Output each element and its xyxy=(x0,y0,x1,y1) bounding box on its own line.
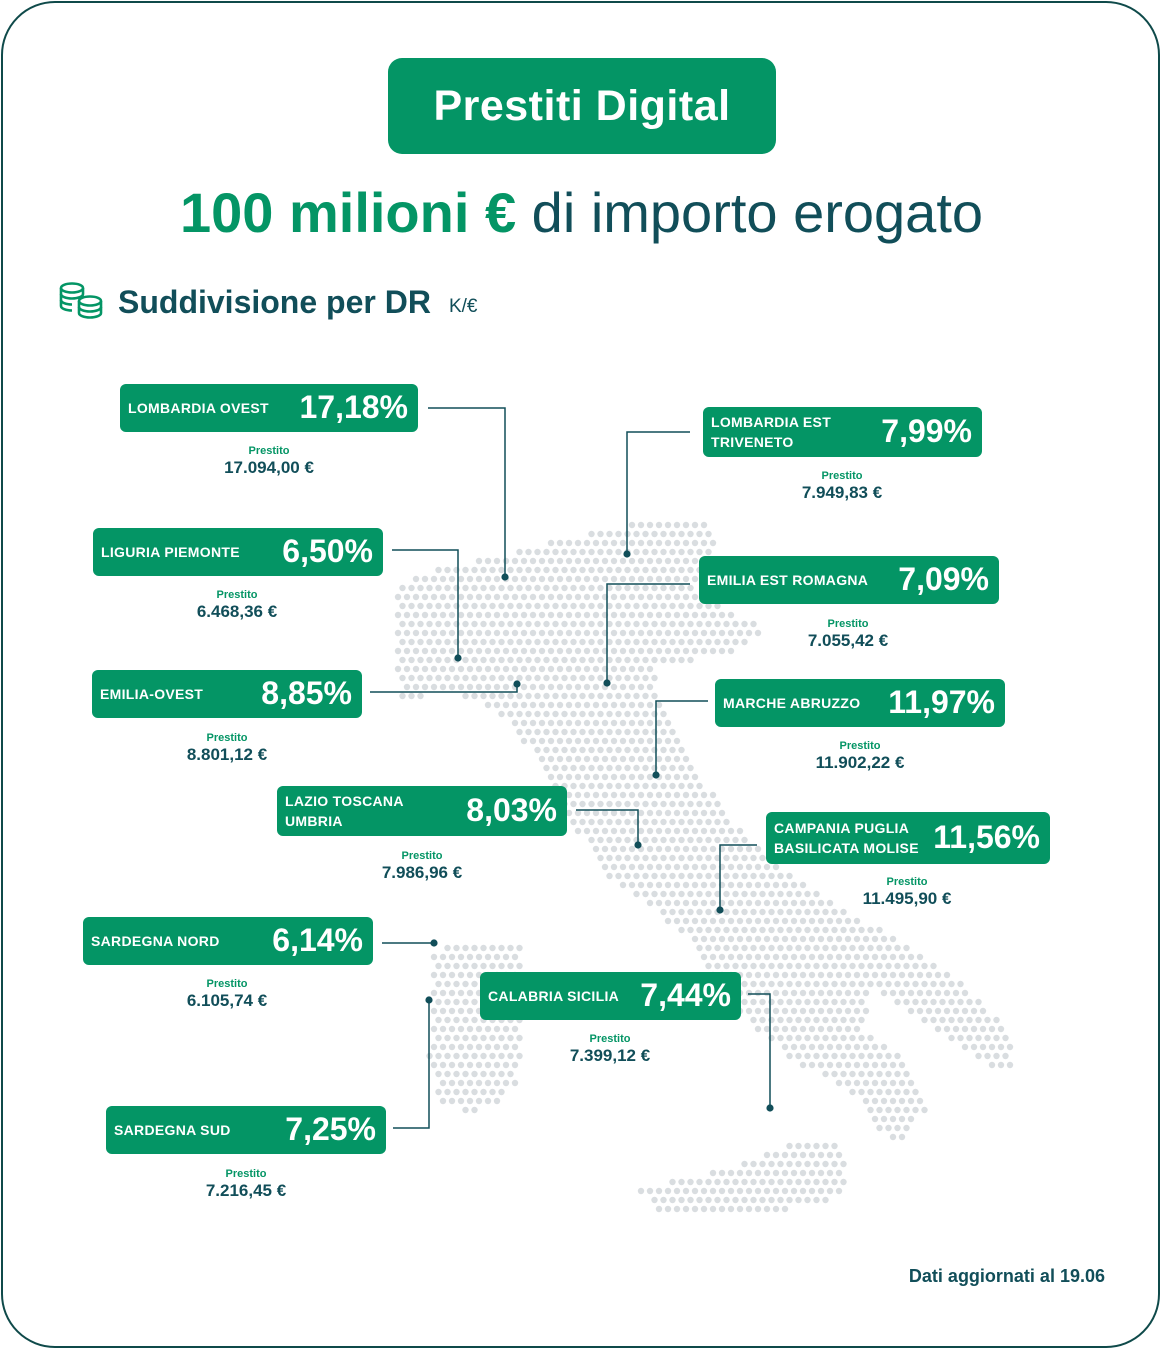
unit-label: K/€ xyxy=(448,296,478,317)
loan-value: 6.468,36 € xyxy=(196,602,278,621)
loan-label: Prestito xyxy=(839,740,881,752)
region-card: LOMBARDIA OVEST 17,18% xyxy=(120,384,418,432)
region-card: EMILIA-OVEST 8,85% xyxy=(92,670,362,718)
connector-dot xyxy=(513,680,521,688)
region-percent: 7,09% xyxy=(898,560,989,597)
connector-dot xyxy=(634,841,642,849)
region-percent: 11,97% xyxy=(888,683,995,720)
connector-line xyxy=(655,700,708,775)
connector-dot xyxy=(501,573,509,581)
region-percent: 7,44% xyxy=(640,976,731,1013)
title-pill: Prestiti Digital xyxy=(388,58,776,154)
loan-value: 8.801,12 € xyxy=(186,745,268,764)
region-percent: 7,99% xyxy=(881,412,972,449)
region-card: LAZIO TOSCANA UMBRIA 8,03% xyxy=(277,786,567,836)
connector-line xyxy=(626,431,690,554)
connector-dot xyxy=(603,679,611,687)
loan-value: 7.055,42 € xyxy=(807,631,889,650)
connector-line xyxy=(606,583,690,683)
loan-label: Prestito xyxy=(248,445,290,457)
region-card: SARDEGNA NORD 6,14% xyxy=(83,917,373,965)
loan-label: Prestito xyxy=(589,1033,631,1045)
loan-label: Prestito xyxy=(225,1168,267,1180)
loan-label: Prestito xyxy=(827,618,869,630)
region-name: LOMBARDIA OVEST xyxy=(128,400,269,416)
region-card: LIGURIA PIEMONTE 6,50% xyxy=(93,528,383,576)
section-subtitle: Suddivisione per DR xyxy=(118,283,431,320)
subtitle-row: Suddivisione per DR K/€ xyxy=(58,278,477,326)
connector-dot xyxy=(652,771,660,779)
region-name: LAZIO TOSCANA UMBRIA xyxy=(285,793,404,829)
coins-stack-icon xyxy=(58,280,104,325)
connector-line xyxy=(748,993,771,1108)
connector-line xyxy=(392,549,459,658)
loan-value: 11.495,90 € xyxy=(862,889,952,908)
region-name: SARDEGNA SUD xyxy=(114,1122,231,1138)
loan-value: 7.216,45 € xyxy=(205,1181,287,1200)
region-name: LIGURIA PIEMONTE xyxy=(101,544,240,560)
connector-dot xyxy=(425,996,433,1004)
loan-value: 7.399,12 € xyxy=(569,1046,651,1065)
region-percent: 8,03% xyxy=(466,791,557,828)
loan-label: Prestito xyxy=(206,978,248,990)
region-percent: 17,18% xyxy=(299,388,408,425)
loan-label: Prestito xyxy=(821,470,863,482)
region-name: CAMPANIA PUGLIA BASILICATA MOLISE xyxy=(774,820,919,856)
connector-line xyxy=(576,809,639,845)
region-card: CAMPANIA PUGLIA BASILICATA MOLISE 11,56% xyxy=(766,812,1050,864)
region-percent: 6,50% xyxy=(282,532,373,569)
connector-dot xyxy=(716,906,724,914)
footnote: Dati aggiornati al 19.06 xyxy=(908,1266,1105,1286)
region-name: LOMBARDIA EST TRIVENETO xyxy=(711,414,832,450)
connector-dot xyxy=(454,654,462,662)
region-card: LOMBARDIA EST TRIVENETO 7,99% xyxy=(703,407,982,457)
headline-highlight: 100 milioni € xyxy=(179,181,517,244)
connector-dot xyxy=(766,1104,774,1112)
region-card: CALABRIA SICILIA 7,44% xyxy=(480,972,741,1020)
region-card: MARCHE ABRUZZO 11,97% xyxy=(715,679,1005,727)
region-name: CALABRIA SICILIA xyxy=(488,988,620,1004)
loan-value: 7.949,83 € xyxy=(801,483,883,502)
connector-lines xyxy=(370,407,774,1129)
loan-label: Prestito xyxy=(216,589,258,601)
region-name: EMILIA EST ROMAGNA xyxy=(707,572,869,588)
region-card: SARDEGNA SUD 7,25% xyxy=(106,1106,386,1154)
connector-dot xyxy=(623,550,631,558)
loan-label: Prestito xyxy=(206,732,248,744)
map-dots xyxy=(394,521,1014,1213)
region-percent: 6,14% xyxy=(272,921,363,958)
loan-value: 6.105,74 € xyxy=(186,991,268,1010)
region-name: MARCHE ABRUZZO xyxy=(723,695,861,711)
loan-label: Prestito xyxy=(401,850,443,862)
region-name: EMILIA-OVEST xyxy=(100,686,204,702)
headline: 100 milioni € di importo erogato xyxy=(0,180,1163,245)
loan-value: 11.902,22 € xyxy=(815,753,905,772)
region-percent: 8,85% xyxy=(261,674,352,711)
region-percent: 7,25% xyxy=(285,1110,376,1147)
connector-line xyxy=(393,1000,430,1129)
region-name: SARDEGNA NORD xyxy=(91,933,220,949)
region-card: EMILIA EST ROMAGNA 7,09% xyxy=(699,556,999,604)
headline-rest: di importo erogato xyxy=(516,181,984,244)
connector-dot xyxy=(430,939,438,947)
connector-line xyxy=(719,844,757,910)
region-percent: 11,56% xyxy=(933,818,1040,855)
page-title: Prestiti Digital xyxy=(433,81,731,130)
loan-value: 17.094,00 € xyxy=(224,458,314,477)
connector-line xyxy=(428,407,506,577)
loan-label: Prestito xyxy=(886,876,928,888)
loan-value: 7.986,96 € xyxy=(381,863,463,882)
